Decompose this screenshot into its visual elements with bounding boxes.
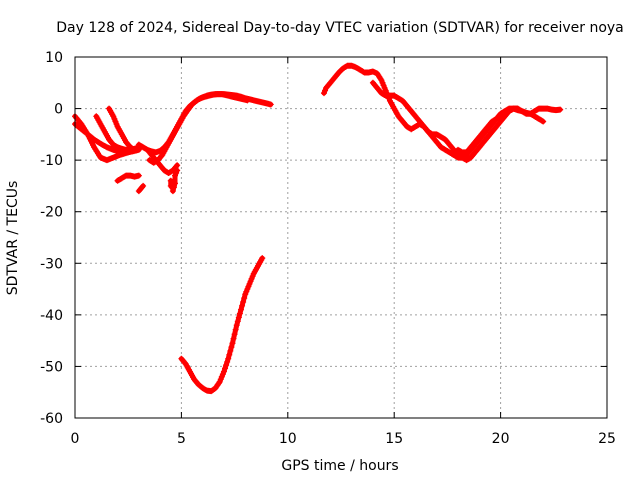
data-point — [174, 162, 181, 169]
plot-frame — [74, 56, 608, 419]
series-trace-8 — [135, 141, 181, 177]
data-point — [235, 314, 242, 321]
data-point — [259, 255, 266, 262]
data-point — [228, 344, 235, 351]
data-point — [267, 101, 274, 108]
y-tick-label: -10 — [40, 153, 63, 169]
data-point — [557, 106, 564, 113]
data-point — [220, 368, 227, 375]
data-point — [244, 97, 251, 104]
x-tick-label: 25 — [598, 431, 616, 447]
data-point — [229, 340, 236, 347]
data-point — [181, 359, 188, 366]
x-tick-label: 20 — [492, 431, 510, 447]
data-point — [223, 362, 230, 369]
data-point — [140, 182, 147, 189]
data-point — [539, 117, 546, 124]
data-point — [233, 322, 240, 329]
data-point — [167, 177, 174, 184]
data-point — [239, 302, 246, 309]
series-trace-4 — [93, 113, 142, 153]
y-tick-label: -60 — [40, 411, 63, 427]
series-trace-14 — [455, 105, 564, 156]
data-point — [170, 184, 177, 191]
data-point — [222, 365, 229, 372]
data-point — [225, 355, 232, 362]
x-tick-label: 5 — [177, 431, 186, 447]
series-trace-7 — [146, 91, 251, 166]
y-tick-label: -30 — [40, 256, 63, 272]
data-point — [236, 310, 243, 317]
series-trace-9 — [135, 182, 147, 195]
data-point — [540, 118, 547, 125]
series-trace-6 — [144, 91, 274, 156]
chart-title: Day 128 of 2024, Sidereal Day-to-day VTE… — [56, 20, 624, 36]
x-tick-label: 0 — [71, 431, 80, 447]
y-tick-label: -50 — [40, 359, 63, 375]
data-point — [234, 318, 241, 325]
x-axis-label: GPS time / hours — [281, 458, 398, 474]
series-trace-5 — [114, 172, 142, 184]
data-point — [169, 188, 176, 195]
data-point — [139, 184, 146, 191]
axis-ticks: 0 5 10 15 20 25 10 0 -10 -20 -30 -40 -50 -60 — [40, 50, 616, 447]
series-trace-11 — [178, 255, 266, 395]
series-trace-10 — [167, 167, 181, 195]
data-point — [237, 306, 244, 313]
data-point — [227, 347, 234, 354]
data-point — [240, 298, 247, 305]
data-point — [174, 167, 181, 174]
y-tick-label: 10 — [45, 50, 63, 66]
data-point — [241, 295, 248, 302]
x-tick-label: 10 — [279, 431, 297, 447]
x-tick-label: 15 — [385, 431, 403, 447]
data-series — [72, 62, 564, 395]
y-tick-label: -20 — [40, 205, 63, 221]
y-axis-label: SDTVAR / TECUs — [5, 181, 21, 296]
data-point — [231, 331, 238, 338]
data-point — [230, 335, 237, 342]
y-tick-label: 0 — [54, 102, 63, 118]
data-point — [172, 180, 179, 187]
data-point — [135, 172, 142, 179]
data-point — [224, 358, 231, 365]
y-tick-label: -40 — [40, 308, 63, 324]
data-point — [232, 326, 239, 333]
data-point — [158, 153, 165, 160]
data-point — [226, 351, 233, 358]
